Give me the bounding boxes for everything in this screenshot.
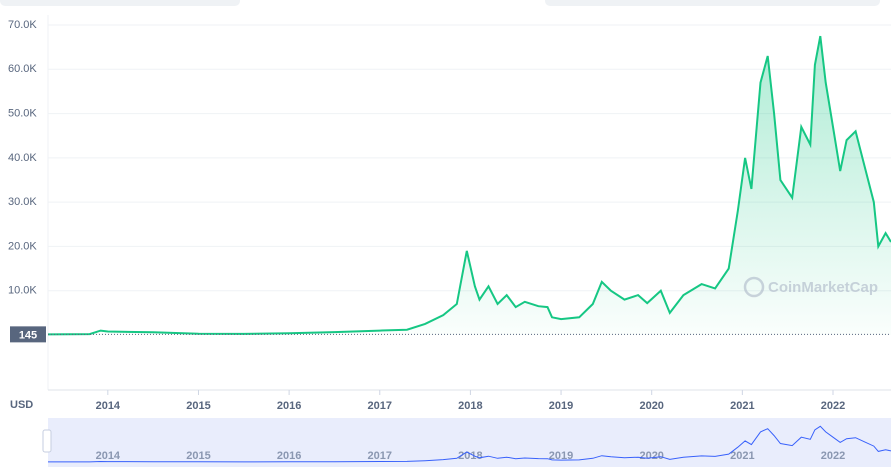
navigator-tick-label: 2022 <box>821 450 845 462</box>
x-tick-label: 2017 <box>368 400 392 412</box>
navigator-tick-label: 2020 <box>639 450 663 462</box>
navigator-tick-label: 2019 <box>549 450 573 462</box>
watermark-logo <box>743 276 765 298</box>
navigator-tick-label: 2021 <box>730 450 754 462</box>
area <box>48 36 891 335</box>
navigator-line <box>48 425 891 463</box>
y-tick-label: 10.0K <box>8 285 37 297</box>
currency-label: USD <box>10 399 33 411</box>
toolbar-left[interactable] <box>0 0 240 6</box>
x-tick-label: 2021 <box>730 400 754 412</box>
x-tick-label: 2016 <box>277 400 301 412</box>
reference-label: 145 <box>19 329 37 341</box>
navigator-handle[interactable] <box>42 429 52 453</box>
y-tick-label: 60.0K <box>8 63 37 75</box>
navigator-tick-label: 2016 <box>277 450 301 462</box>
watermark-text: CoinMarketCap <box>768 279 878 296</box>
navigator-tick-label: 2015 <box>186 450 210 462</box>
navigator-tick-label: 2018 <box>458 450 482 462</box>
navigator-tick-label: 2014 <box>96 450 121 462</box>
y-tick-label: 50.0K <box>8 107 37 119</box>
x-tick-label: 2019 <box>549 400 573 412</box>
toolbar-right[interactable] <box>545 0 880 6</box>
navigator[interactable] <box>48 418 891 467</box>
x-tick-label: 2020 <box>639 400 663 412</box>
y-tick-label: 40.0K <box>8 152 37 164</box>
x-tick-label: 2014 <box>96 400 121 412</box>
watermark: CoinMarketCap <box>743 276 878 298</box>
navigator-tick-label: 2017 <box>368 450 392 462</box>
reference-box <box>10 326 46 343</box>
y-tick-label: 20.0K <box>8 240 37 252</box>
x-tick-label: 2022 <box>821 400 845 412</box>
x-tick-label: 2015 <box>186 400 210 412</box>
y-tick-label: 30.0K <box>8 196 37 208</box>
price-line <box>47 35 891 336</box>
x-tick-label: 2018 <box>458 400 482 412</box>
y-tick-label: 70.0K <box>8 19 37 31</box>
